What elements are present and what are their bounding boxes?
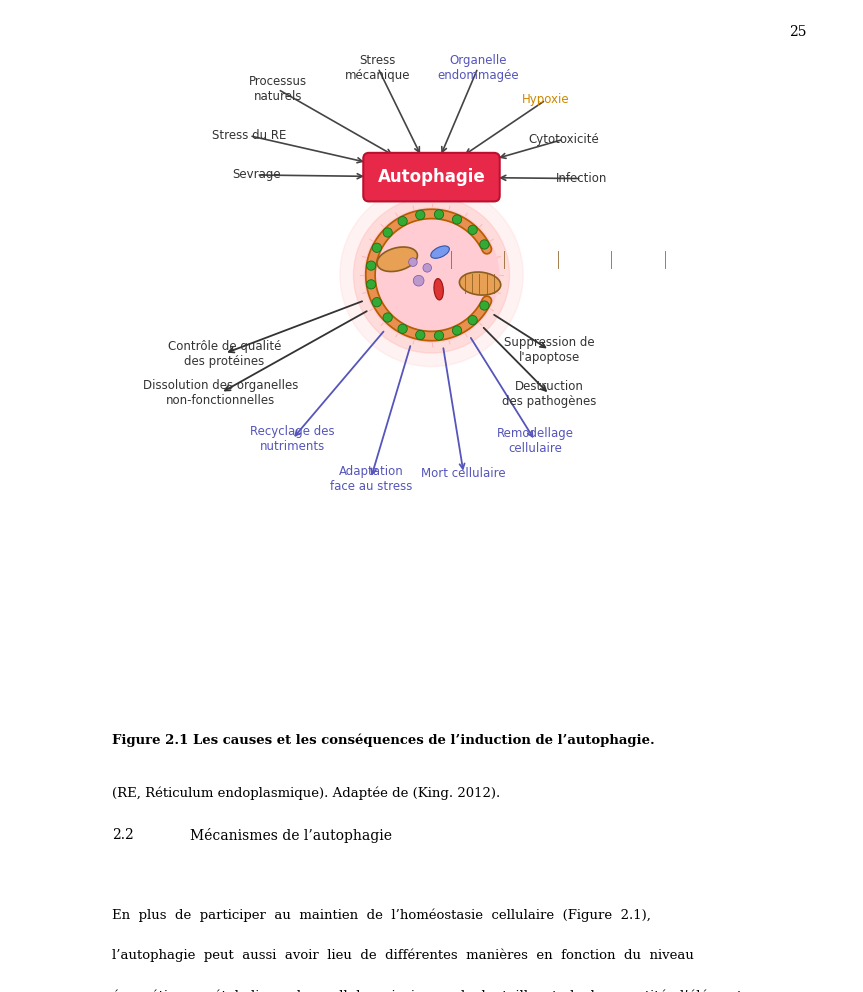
Text: Remodellage
cellulaire: Remodellage cellulaire xyxy=(496,427,574,454)
Text: Dissolution des organelles
non-fonctionnelles: Dissolution des organelles non-fonctionn… xyxy=(143,379,299,407)
Circle shape xyxy=(416,210,425,219)
Text: Stress
mécanique: Stress mécanique xyxy=(345,54,411,82)
Circle shape xyxy=(398,216,407,226)
Text: Cytotoxicité: Cytotoxicité xyxy=(528,133,599,146)
Circle shape xyxy=(354,197,509,353)
Circle shape xyxy=(434,209,444,219)
Text: Sevrage: Sevrage xyxy=(232,169,280,182)
Ellipse shape xyxy=(434,279,444,300)
Text: Stress du RE: Stress du RE xyxy=(212,129,287,142)
Ellipse shape xyxy=(459,272,501,295)
Circle shape xyxy=(423,264,432,272)
Text: Recyclage des
nutriments: Recyclage des nutriments xyxy=(250,426,335,453)
Circle shape xyxy=(372,243,381,252)
Text: Mort cellulaire: Mort cellulaire xyxy=(421,467,506,480)
Text: Hypoxie: Hypoxie xyxy=(522,93,570,106)
Text: 25: 25 xyxy=(790,25,807,39)
Text: En  plus  de  participer  au  maintien  de  l’homéostasie  cellulaire  (Figure  : En plus de participer au maintien de l’h… xyxy=(112,909,651,923)
Text: Suppression de
l'apoptose: Suppression de l'apoptose xyxy=(504,336,595,364)
Circle shape xyxy=(372,298,381,307)
Text: (RE, Réticulum endoplasmique). Adaptée de (King. 2012).: (RE, Réticulum endoplasmique). Adaptée d… xyxy=(112,787,501,801)
Circle shape xyxy=(383,312,393,322)
Circle shape xyxy=(452,325,462,335)
Circle shape xyxy=(383,228,393,237)
Text: 2.2: 2.2 xyxy=(112,828,134,842)
Text: Processus
naturels: Processus naturels xyxy=(249,75,307,103)
Circle shape xyxy=(367,261,375,270)
Circle shape xyxy=(413,276,424,286)
Circle shape xyxy=(434,331,444,340)
Text: l’autophagie  peut  aussi  avoir  lieu  de  différentes  manières  en  fonction : l’autophagie peut aussi avoir lieu de di… xyxy=(112,948,694,962)
Circle shape xyxy=(452,215,462,224)
Text: Destruction
des pathogènes: Destruction des pathogènes xyxy=(502,380,596,409)
Text: Figure 2.1 Les causes et les conséquences de l’induction de l’autophagie.: Figure 2.1 Les causes et les conséquence… xyxy=(112,733,655,747)
FancyBboxPatch shape xyxy=(363,153,500,201)
Text: Contrôle de qualité
des protéines: Contrôle de qualité des protéines xyxy=(167,339,281,368)
Ellipse shape xyxy=(377,247,418,272)
Circle shape xyxy=(367,280,375,289)
Text: énergétique  métabolique  des  cellules  ainsi  que  de  la  taille  et  de  la : énergétique métabolique des cellules ain… xyxy=(112,989,749,992)
Circle shape xyxy=(468,225,477,234)
Ellipse shape xyxy=(431,246,450,258)
Text: Mécanismes de l’autophagie: Mécanismes de l’autophagie xyxy=(190,828,392,843)
Circle shape xyxy=(480,240,489,249)
Text: Infection: Infection xyxy=(556,172,608,186)
Circle shape xyxy=(398,324,407,333)
Circle shape xyxy=(340,184,523,367)
Circle shape xyxy=(416,330,425,339)
Circle shape xyxy=(468,315,477,324)
Circle shape xyxy=(480,301,489,310)
Text: Adaptation
face au stress: Adaptation face au stress xyxy=(330,464,412,493)
Text: Organelle
endommagée: Organelle endommagée xyxy=(438,54,519,82)
Text: Autophagie: Autophagie xyxy=(378,168,485,186)
Circle shape xyxy=(363,207,500,343)
Circle shape xyxy=(409,258,417,267)
